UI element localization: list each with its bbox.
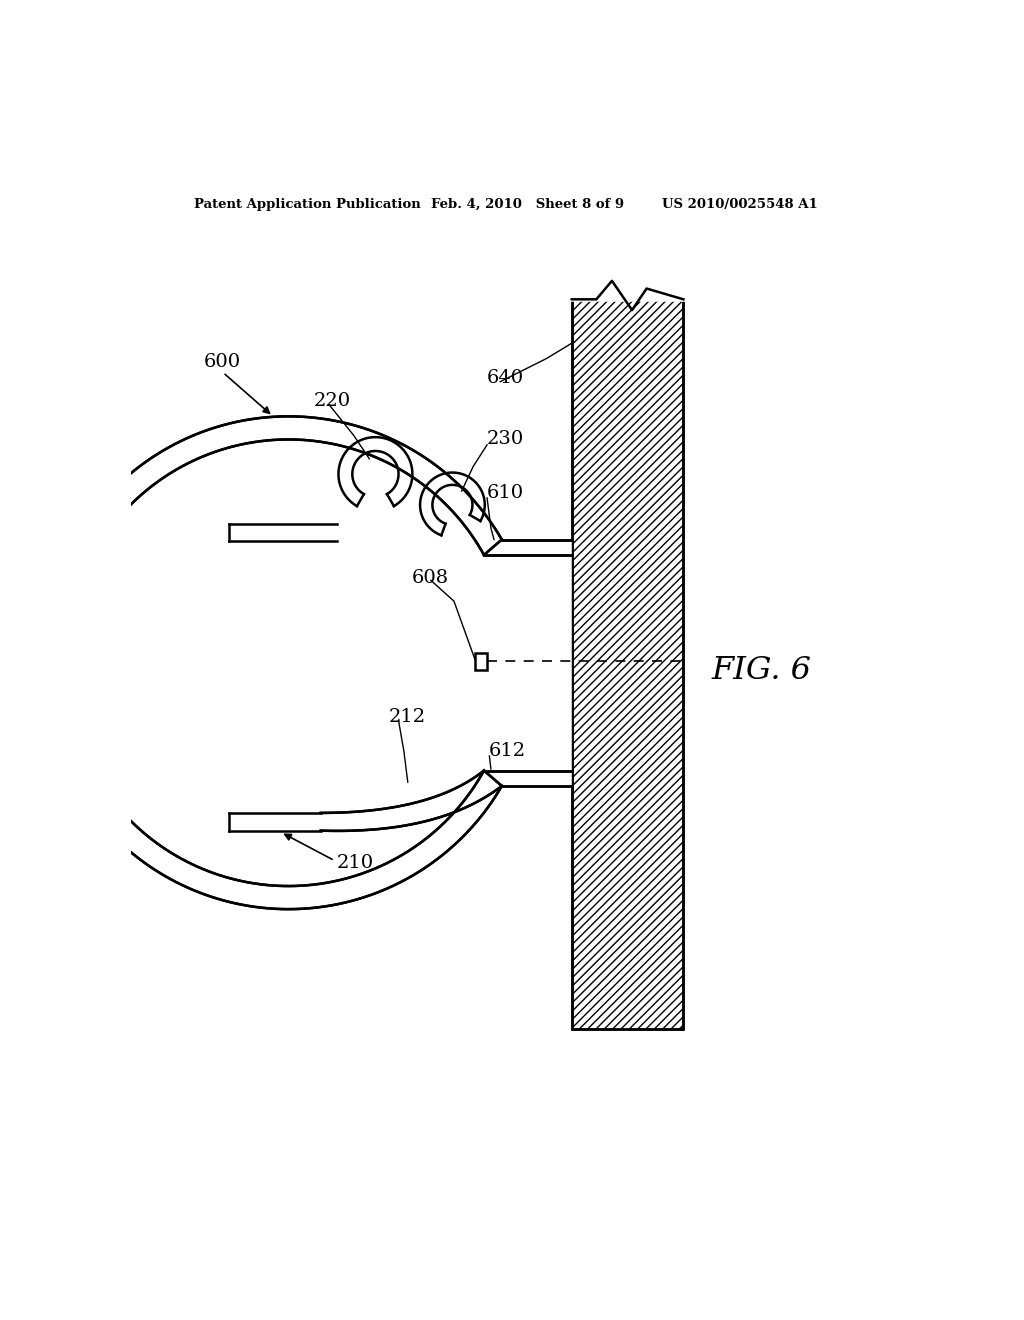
Text: FIG. 6: FIG. 6 <box>712 655 812 686</box>
Text: 210: 210 <box>337 854 374 873</box>
Bar <box>571 300 683 1028</box>
Bar <box>571 300 683 1028</box>
Text: 220: 220 <box>313 392 351 411</box>
Bar <box>571 300 683 1028</box>
Text: 600: 600 <box>204 354 241 371</box>
Text: 212: 212 <box>388 708 426 726</box>
Text: 230: 230 <box>487 430 524 449</box>
Text: Patent Application Publication: Patent Application Publication <box>194 198 421 211</box>
Text: 610: 610 <box>487 484 524 503</box>
Polygon shape <box>321 771 502 830</box>
Bar <box>475 653 487 669</box>
Polygon shape <box>42 416 571 909</box>
Text: 608: 608 <box>412 569 449 587</box>
Text: US 2010/0025548 A1: US 2010/0025548 A1 <box>662 198 817 211</box>
Text: 612: 612 <box>488 742 525 760</box>
Text: 640: 640 <box>487 368 524 387</box>
Text: Feb. 4, 2010   Sheet 8 of 9: Feb. 4, 2010 Sheet 8 of 9 <box>431 198 624 211</box>
